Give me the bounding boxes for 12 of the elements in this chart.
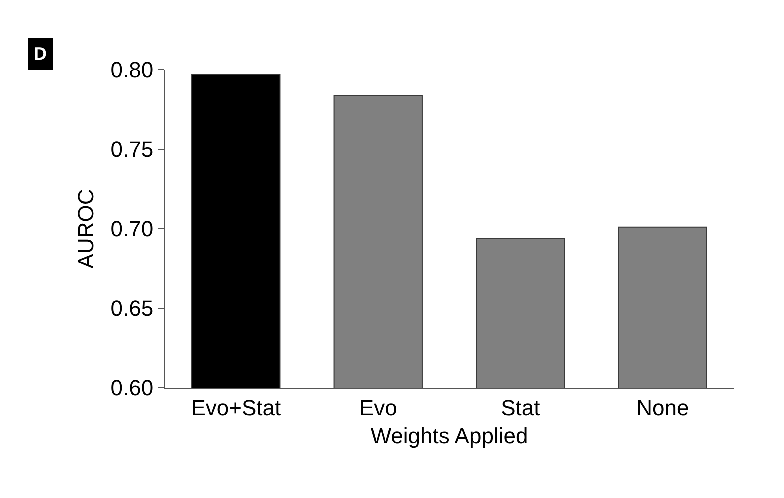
y-tick-label: 0.60	[110, 376, 154, 401]
y-tick-label: 0.75	[110, 137, 154, 162]
x-tick-label: Stat	[501, 395, 540, 420]
x-tick-label: Evo+Stat	[191, 395, 282, 420]
text: D	[34, 44, 47, 64]
y-axis-title: AUROC	[74, 189, 99, 269]
y-tick-label: 0.70	[110, 216, 154, 242]
x-tick-label: Evo	[359, 395, 398, 420]
x-axis-title: Weights Applied	[370, 423, 528, 448]
x-tick-label: None	[636, 395, 690, 420]
y-tick-label: 0.80	[110, 58, 154, 83]
y-tick-label: 0.65	[110, 296, 154, 322]
